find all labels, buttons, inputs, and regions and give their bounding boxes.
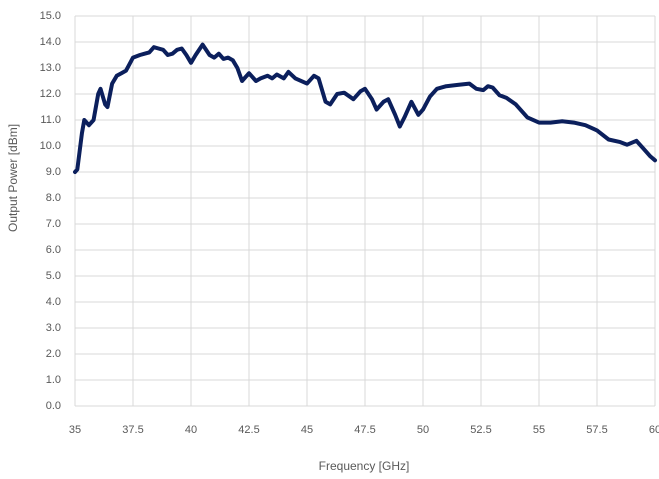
y-tick-label: 6.0 [46,244,61,256]
y-tick-label: 5.0 [46,270,61,282]
y-tick-label: 0.0 [46,400,61,412]
y-tick-label: 13.0 [40,62,61,74]
x-tick-label: 52.5 [470,424,491,436]
x-tick-label: 45 [301,424,313,436]
y-tick-label: 11.0 [40,114,61,126]
x-axis-title: Frequency [GHz] [319,459,410,473]
x-tick-label: 60 [649,424,659,436]
y-tick-label: 10.0 [40,140,61,152]
x-tick-label: 37.5 [122,424,143,436]
x-tick-label: 35 [69,424,81,436]
data-line [73,42,657,174]
x-tick-label: 57.5 [586,424,607,436]
y-tick-label: 15.0 [40,10,61,22]
x-tick-label: 50 [417,424,429,436]
x-tick-label: 42.5 [238,424,259,436]
y-tick-label: 12.0 [40,88,61,100]
y-tick-label: 14.0 [40,36,61,48]
y-tick-label: 3.0 [46,322,61,334]
y-tick-label: 4.0 [46,296,61,308]
y-tick-label: 1.0 [46,374,61,386]
x-tick-label: 55 [533,424,545,436]
x-tick-label: 47.5 [354,424,375,436]
y-tick-label: 8.0 [46,192,61,204]
x-tick-label: 40 [185,424,197,436]
y-tick-label: 7.0 [46,218,61,230]
y-axis-title: Output Power [dBm] [6,124,20,232]
y-tick-label: 9.0 [46,166,61,178]
y-tick-label: 2.0 [46,348,61,360]
